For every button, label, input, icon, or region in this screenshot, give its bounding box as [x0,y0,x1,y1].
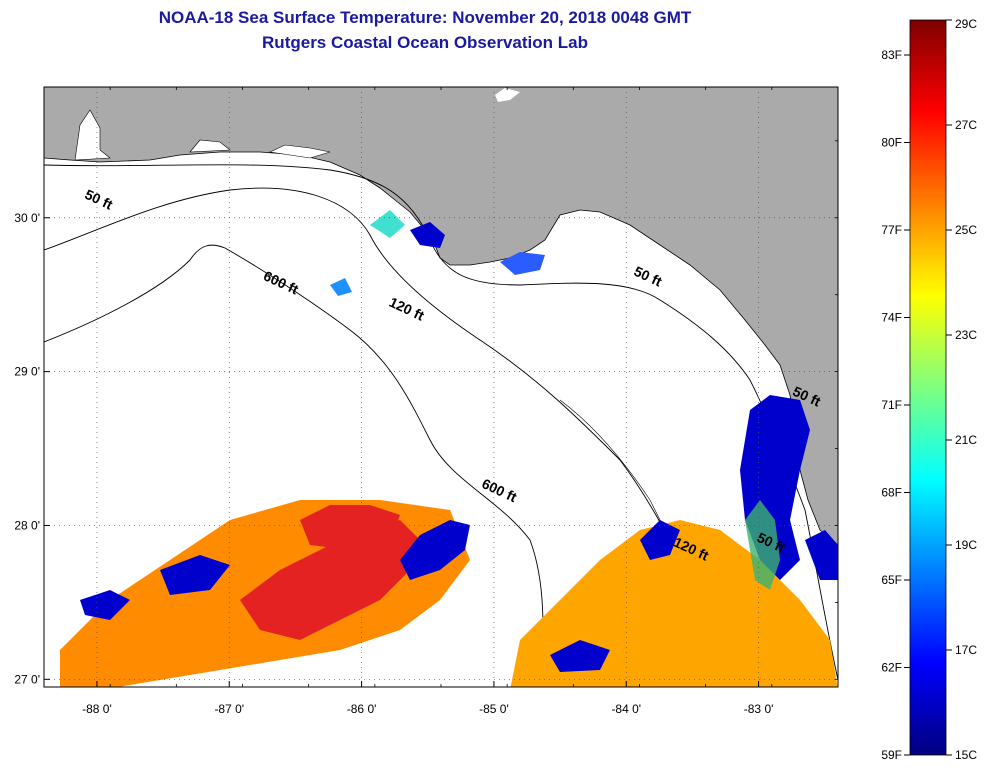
sst-patch-green-coast [745,500,780,590]
colorbar-label-f: 68F [881,486,902,500]
sst-patch-north-4 [370,210,405,238]
lon-tick-label: -88 0' [82,702,112,716]
colorbar-label-c: 17C [955,643,977,657]
sst-patches [60,210,838,687]
sst-patch-cool-se [550,640,610,672]
bay-area [268,144,331,159]
lon-tick-label: -83 0' [744,702,774,716]
sst-patch-cool-west [80,590,130,620]
colorbar-labels: 29C 27C 25C 23C 21C 19C 17C 15C 83F 80F 77F 74F 71F 6… [881,17,977,762]
sst-patch-cool-se2 [640,520,680,560]
colorbar-label-c: 25C [955,223,977,237]
colorbar-label-f: 77F [881,223,902,237]
page-subtitle: Rutgers Coastal Ocean Observation Lab [262,33,588,52]
colorbar-label-f: 59F [881,748,902,762]
colorbar-label-c: 29C [955,17,977,31]
sst-patch-north-1 [410,222,445,248]
sst-patch-north-2 [500,252,545,275]
colorbar-label-c: 19C [955,538,977,552]
contour-600ft [44,244,544,687]
sst-patch-north-3 [330,278,352,296]
colorbar-label-f: 80F [881,136,902,150]
sst-patch-cool-ne [805,530,838,580]
lat-tick-label: 30 0' [14,211,40,225]
graticule [44,87,838,687]
colorbar-label-f: 74F [881,311,902,325]
sst-patch-hot-north [300,505,400,550]
colorbar [909,19,947,756]
lat-tick-label: 29 0' [14,365,40,379]
bay-area [189,139,231,153]
bay-area [74,109,111,161]
lat-tick-label: 28 0' [14,518,40,532]
sst-patch-cool-nw [160,555,230,595]
colorbar-label-f: 62F [881,661,902,675]
colorbar-label-c: 15C [955,748,977,762]
page-title: NOAA-18 Sea Surface Temperature: Novembe… [158,8,692,27]
axis-ticks: -88 0' -87 0' -86 0' -85 0' -84 0' -83 0' 30 0… [14,87,839,716]
lon-tick-label: -85 0' [479,702,509,716]
lon-tick-label: -86 0' [347,702,377,716]
bay-area [495,88,520,102]
sst-patch-cool-mid [400,520,470,580]
colorbar-label-c: 23C [955,328,977,342]
sst-patch-hot [240,520,420,640]
colorbar-label-f: 83F [881,48,902,62]
colorbar-label-f: 71F [881,398,902,412]
lon-tick-label: -84 0' [611,702,641,716]
colorbar-label-f: 65F [881,573,902,587]
colorbar-label-c: 21C [955,433,977,447]
colorbar-label-c: 27C [955,118,977,132]
contour-50ft [44,164,838,681]
lat-tick-label: 27 0' [14,672,40,686]
lon-tick-label: -87 0' [214,702,244,716]
